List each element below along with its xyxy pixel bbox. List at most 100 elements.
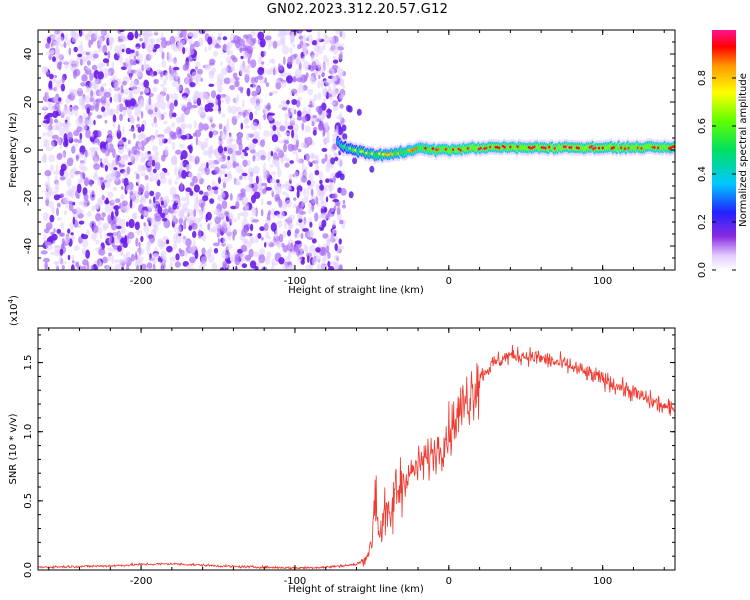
noise-speckle — [315, 255, 322, 263]
noise-speckle — [145, 246, 151, 251]
noise-speckle — [188, 225, 193, 231]
noise-speckle — [78, 220, 85, 225]
noise-speckle — [172, 66, 180, 71]
colorbar-label: Normalized spectral amplitude — [738, 73, 749, 227]
noise-speckle — [120, 226, 126, 235]
noise-speckle — [324, 153, 328, 162]
noise-speckle — [105, 197, 109, 204]
noise-speckle — [155, 194, 159, 200]
noise-speckle — [188, 171, 193, 177]
noise-speckle — [101, 68, 109, 72]
noise-speckle — [166, 93, 170, 102]
noise-speckle — [148, 96, 152, 106]
noise-speckle — [102, 44, 108, 54]
noise-speckle — [213, 149, 218, 156]
noise-speckle — [296, 57, 299, 62]
noise-speckle — [117, 145, 125, 155]
noise-speckle — [265, 231, 270, 239]
noise-speckle — [134, 221, 140, 231]
noise-speckle — [244, 202, 249, 210]
noise-speckle — [293, 203, 298, 209]
noise-speckle — [168, 205, 171, 213]
noise-speckle — [175, 149, 182, 155]
noise-speckle — [203, 141, 209, 148]
noise-speckle — [302, 60, 310, 70]
noise-speckle — [219, 81, 224, 86]
noise-speckle — [146, 241, 152, 247]
noise-speckle — [295, 68, 302, 78]
noise-speckle — [311, 54, 315, 63]
noise-speckle — [53, 118, 59, 124]
snr-y-axis-label: SNR (10 * v/v) — [8, 413, 19, 484]
noise-speckle — [224, 95, 231, 103]
noise-speckle — [75, 117, 83, 127]
noise-speckle — [307, 231, 313, 241]
noise-speckle — [48, 80, 53, 89]
noise-speckle — [222, 236, 227, 246]
noise-speckle — [49, 164, 55, 172]
noise-speckle — [292, 151, 298, 155]
noise-speckle — [321, 219, 327, 228]
noise-speckle — [92, 53, 99, 59]
noise-speckle — [54, 249, 60, 257]
noise-speckle — [263, 106, 267, 116]
noise-speckle — [71, 254, 75, 261]
noise-speckle — [268, 43, 271, 50]
noise-speckle — [152, 145, 159, 152]
noise-speckle — [218, 87, 222, 97]
noise-speckle — [198, 208, 202, 216]
noise-speckle — [101, 106, 106, 113]
noise-speckle — [277, 40, 282, 47]
noise-speckle — [143, 224, 150, 234]
noise-speckle — [192, 132, 197, 137]
noise-speckle — [181, 169, 187, 179]
noise-speckle — [211, 186, 219, 191]
y-tick-label: 0.5 — [23, 493, 34, 509]
noise-speckle — [208, 130, 213, 139]
noise-speckle — [153, 116, 157, 124]
noise-speckle — [332, 219, 336, 226]
noise-speckle — [158, 135, 165, 144]
noise-speckle — [278, 30, 286, 37]
noise-speckle — [45, 180, 51, 191]
noise-speckle — [170, 156, 178, 166]
noise-speckle — [152, 253, 160, 259]
noise-speckle — [109, 108, 113, 114]
noise-speckle — [46, 51, 51, 56]
noise-speckle — [43, 228, 50, 234]
noise-speckle — [137, 103, 141, 108]
noise-speckle — [182, 235, 187, 245]
noise-speckle — [333, 254, 339, 261]
noise-speckle — [242, 159, 248, 167]
noise-speckle — [288, 214, 296, 220]
noise-speckle — [180, 116, 184, 123]
noise-speckle — [87, 118, 94, 127]
noise-speckle — [85, 56, 88, 62]
noise-speckle — [187, 123, 193, 130]
noise-speckle — [282, 105, 289, 112]
noise-speckle — [140, 214, 144, 220]
noise-speckle — [147, 109, 154, 115]
noise-speckle — [186, 198, 190, 206]
noise-speckle — [140, 97, 144, 106]
noise-speckle — [96, 114, 103, 119]
noise-speckle — [146, 216, 153, 221]
x-tick-label: 0 — [446, 576, 452, 587]
noise-speckle — [172, 58, 176, 64]
noise-speckle — [247, 167, 254, 176]
noise-speckle — [222, 43, 229, 52]
noise-speckle — [196, 193, 199, 203]
noise-speckle — [225, 65, 229, 73]
noise-speckle — [323, 98, 327, 103]
noise-speckle — [339, 43, 345, 47]
noise-speckle — [174, 60, 178, 67]
noise-speckle — [50, 35, 55, 39]
noise-speckle — [182, 47, 186, 55]
noise-speckle — [334, 156, 339, 162]
noise-speckle — [310, 195, 317, 205]
noise-speckle — [91, 64, 98, 71]
noise-speckle — [297, 255, 302, 262]
noise-speckle — [176, 205, 179, 210]
y-tick-label: 0 — [23, 147, 34, 153]
noise-speckle — [51, 233, 58, 241]
